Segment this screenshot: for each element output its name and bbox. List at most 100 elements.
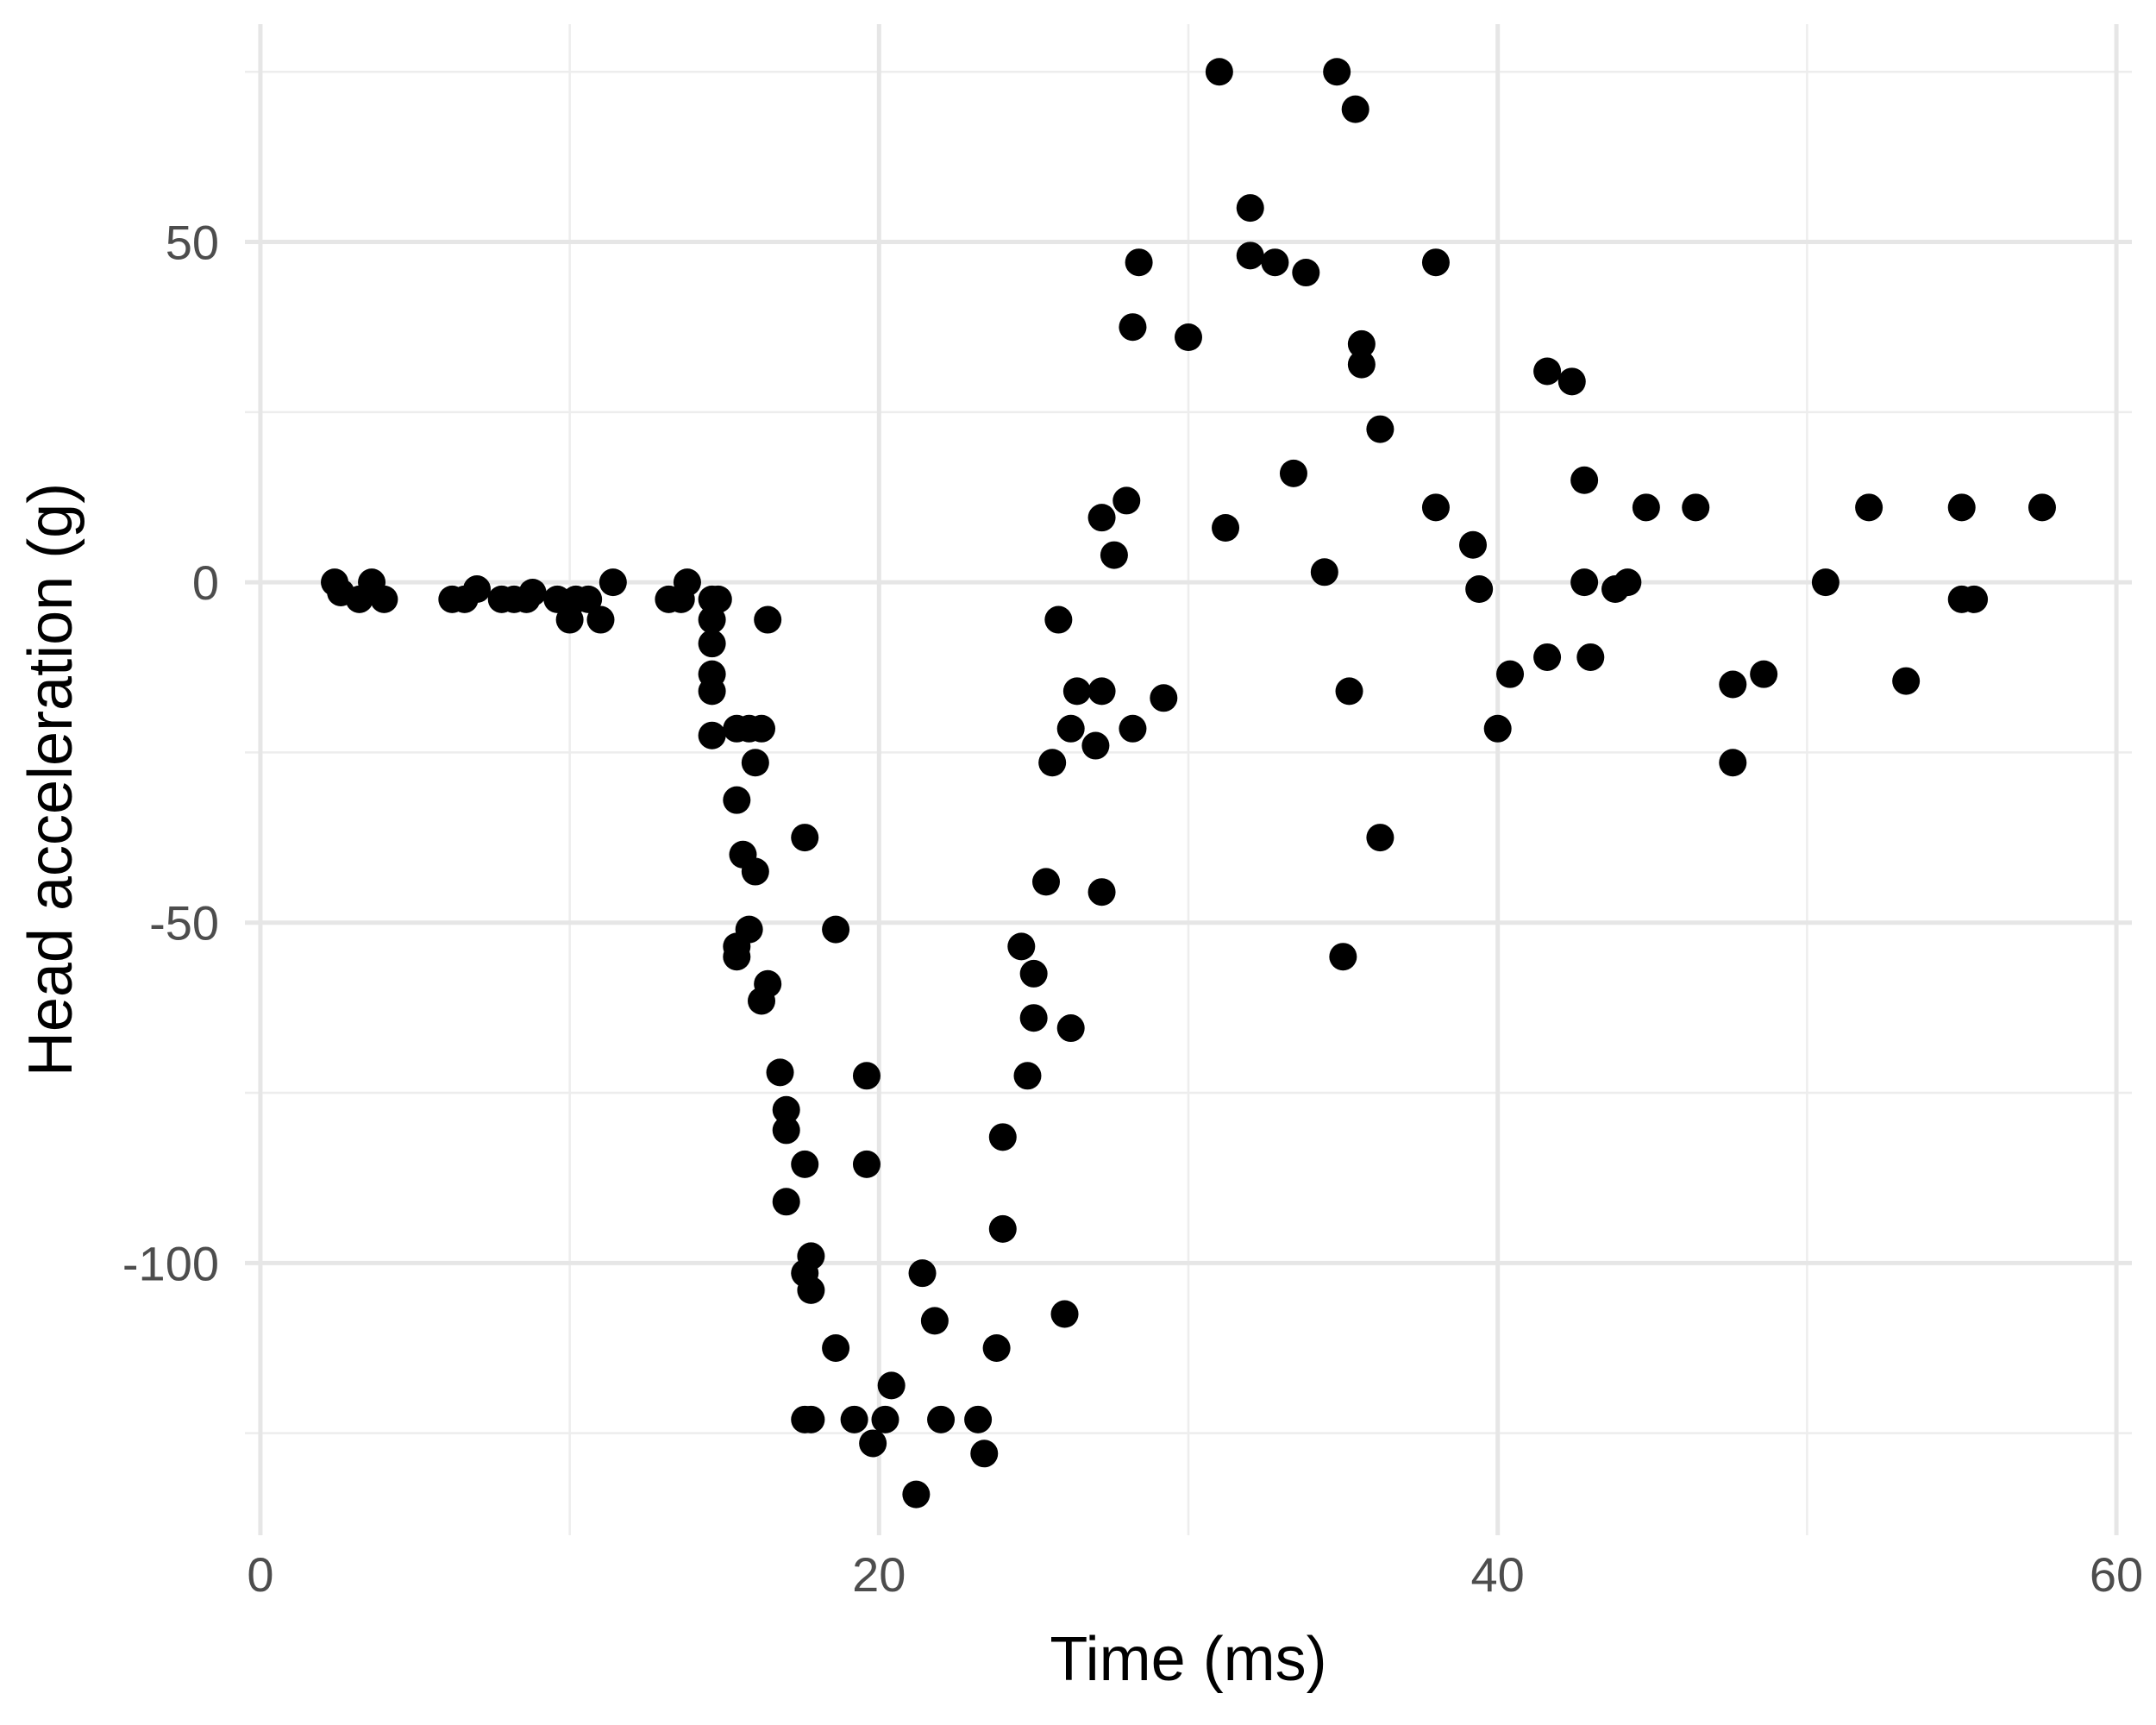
data-point xyxy=(1576,643,1605,671)
data-point xyxy=(852,1062,881,1090)
data-point xyxy=(797,1242,825,1270)
data-point xyxy=(970,1440,999,1468)
data-point xyxy=(1205,58,1233,86)
data-point xyxy=(964,1405,993,1433)
data-point xyxy=(370,585,398,613)
data-point xyxy=(1212,514,1240,542)
data-point xyxy=(748,714,776,743)
data-point xyxy=(1081,731,1110,760)
data-point xyxy=(1125,248,1153,277)
data-point xyxy=(1050,1300,1079,1328)
data-point xyxy=(1261,248,1289,277)
data-point xyxy=(1175,323,1202,352)
y-tick-label: 0 xyxy=(192,555,219,610)
y-axis-title: Head acceleration (g) xyxy=(16,483,85,1076)
data-point xyxy=(1421,493,1450,522)
data-point xyxy=(1570,568,1599,597)
data-point xyxy=(754,605,782,634)
data-point xyxy=(920,1307,949,1335)
data-point xyxy=(1682,493,1710,522)
data-point xyxy=(1236,242,1264,270)
data-point xyxy=(1087,504,1116,532)
data-point xyxy=(822,915,850,944)
data-point xyxy=(1947,493,1976,522)
y-tick-label: -100 xyxy=(122,1236,219,1290)
data-point xyxy=(908,1259,937,1288)
data-point xyxy=(1347,350,1376,379)
data-point xyxy=(1119,714,1147,743)
data-point xyxy=(1236,194,1264,223)
data-point xyxy=(902,1480,931,1509)
x-axis-title: Time (ms) xyxy=(1050,1625,1326,1694)
data-point xyxy=(698,677,726,706)
data-point xyxy=(1044,605,1073,634)
data-point xyxy=(704,585,732,613)
data-point xyxy=(586,605,615,634)
data-point xyxy=(599,568,627,597)
data-point xyxy=(1366,415,1395,443)
data-point xyxy=(698,721,726,750)
data-point xyxy=(988,1123,1017,1151)
data-point xyxy=(927,1405,956,1433)
x-tick-label: 0 xyxy=(247,1547,273,1602)
data-point xyxy=(1341,95,1369,123)
data-point xyxy=(877,1371,906,1400)
data-point xyxy=(791,824,819,852)
data-point xyxy=(1719,749,1747,777)
data-point xyxy=(1557,367,1586,396)
data-point xyxy=(1421,248,1450,277)
data-point xyxy=(1632,493,1660,522)
data-point xyxy=(1329,943,1357,971)
data-point xyxy=(1087,878,1116,906)
data-point xyxy=(1855,493,1883,522)
data-point xyxy=(754,969,782,998)
data-point xyxy=(741,857,769,886)
data-point xyxy=(1533,643,1562,671)
x-tick-label: 60 xyxy=(2090,1547,2143,1602)
data-point xyxy=(988,1214,1017,1243)
data-point xyxy=(1100,541,1128,569)
data-point xyxy=(1347,329,1376,358)
y-tick-label: 50 xyxy=(166,216,219,270)
data-point xyxy=(982,1333,1011,1362)
data-point xyxy=(698,630,726,658)
data-point xyxy=(1892,667,1921,695)
data-point xyxy=(1750,660,1778,688)
data-point xyxy=(574,585,603,613)
data-point xyxy=(859,1429,887,1458)
data-point xyxy=(822,1333,850,1362)
data-point xyxy=(1019,959,1048,988)
data-point xyxy=(463,575,492,604)
data-point xyxy=(1150,684,1178,712)
data-point xyxy=(1811,568,1839,597)
data-point xyxy=(1465,575,1494,604)
y-axis-tick-labels: -100 -50 0 50 xyxy=(122,216,219,1291)
data-point xyxy=(1119,313,1147,342)
data-point xyxy=(1335,677,1363,706)
data-point xyxy=(852,1150,881,1178)
data-points xyxy=(321,58,2056,1509)
data-point xyxy=(1570,466,1599,494)
data-point xyxy=(512,585,541,613)
y-tick-label: -50 xyxy=(149,896,219,950)
data-point xyxy=(1019,1004,1048,1032)
data-point xyxy=(723,786,751,814)
data-point xyxy=(791,1150,819,1178)
data-point xyxy=(1007,932,1036,961)
x-axis-tick-labels: 0 20 40 60 xyxy=(247,1547,2143,1602)
data-point xyxy=(772,1116,800,1145)
data-point xyxy=(1458,530,1487,559)
data-point xyxy=(871,1405,899,1433)
data-point xyxy=(1087,677,1116,706)
minor-gridlines xyxy=(245,24,2132,1535)
data-point xyxy=(791,1405,819,1433)
data-point xyxy=(1056,714,1085,743)
data-point xyxy=(1323,58,1351,86)
data-point xyxy=(1038,749,1067,777)
data-point xyxy=(1292,259,1320,287)
data-point xyxy=(2028,493,2056,522)
data-point xyxy=(723,943,751,971)
data-point xyxy=(772,1188,800,1216)
data-point xyxy=(1496,660,1525,688)
